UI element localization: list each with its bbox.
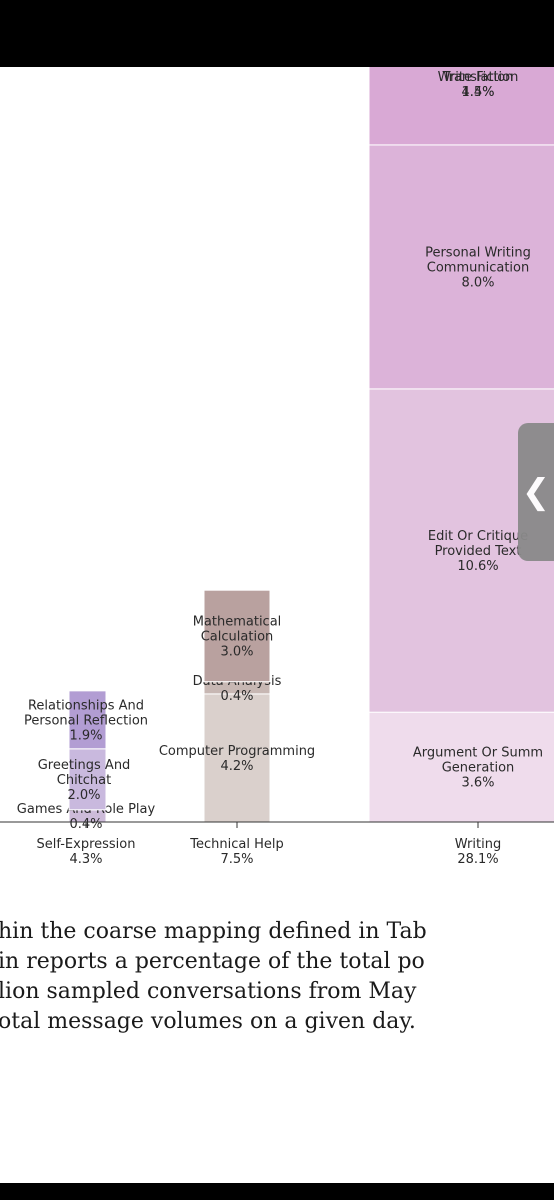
axis-tick-label-line: Technical Help	[189, 837, 283, 852]
caption-line: in reports a percentage of the total po	[0, 949, 425, 974]
segment-label-line: Write Fiction	[438, 70, 519, 85]
segment-label-line: 2.0%	[67, 788, 100, 803]
segment-label-line: Mathematical	[193, 614, 282, 629]
segment-label: Write Fiction 1.4%	[438, 70, 519, 100]
segment-label: Personal Writing Communication 8.0%	[425, 245, 531, 290]
bar-segment	[203, 589, 271, 683]
bar-segment	[203, 693, 271, 823]
segment-label-line: 3.0%	[220, 644, 253, 659]
segment-label-line: Greetings And	[38, 758, 131, 773]
segment-label-line: Relationships And	[28, 698, 144, 713]
segment-label: Translation 4.5%	[442, 70, 514, 100]
segment-label-line: Personal Reflection	[24, 713, 148, 728]
segment-label-line: 0.4%	[220, 689, 253, 704]
segment-label-line: Generation	[442, 761, 515, 776]
figure-caption: hin the coarse mapping defined in Tab in…	[0, 917, 554, 1037]
segment-label: Edit Or Critique Provided Text 10.6%	[428, 529, 528, 574]
segment-label: Mathematical Calculation 3.0%	[193, 614, 282, 659]
segment-label-line: 10.6%	[457, 559, 498, 574]
segment-label-line: Translation	[442, 70, 514, 85]
bar-segment	[368, 711, 554, 823]
status-bar	[0, 0, 554, 67]
axis-tick-label: Technical Help 7.5%	[189, 837, 283, 867]
segment-label-line: Computer Programming	[159, 744, 315, 759]
chevron-left-icon: ❮	[521, 472, 551, 512]
segment-label: Relationships And Personal Reflection 1.9%	[24, 698, 148, 743]
segment-label-line: Personal Writing	[425, 245, 531, 260]
segment-label-line: 3.6%	[461, 776, 494, 791]
caption-line: otal message volumes on a given day.	[0, 1009, 416, 1034]
segment-label: Greetings And Chitchat 2.0%	[38, 758, 131, 803]
segment-label: Argument Or Summ Generation 3.6%	[413, 746, 543, 791]
segment-label-line: 1.9%	[69, 728, 102, 743]
segment-label-line: Provided Text	[435, 544, 522, 559]
segment-label-line: 4.2%	[220, 759, 253, 774]
caption-line: lion sampled conversations from May	[0, 979, 417, 1004]
axis-tick-label-line: Self-Expression	[37, 837, 136, 852]
bar-segment	[68, 690, 107, 750]
segment-label-line: Edit Or Critique	[428, 529, 528, 544]
caption-line: hin the coarse mapping defined in Tab	[0, 919, 427, 944]
segment-label-line: Calculation	[201, 629, 274, 644]
bar-segment	[368, 67, 554, 146]
segment-label-line: Chitchat	[57, 773, 111, 788]
segment-label-line: Communication	[427, 260, 529, 275]
axis-tick-label-line: 28.1%	[457, 852, 498, 867]
axis-tick-label-line: 7.5%	[220, 852, 253, 867]
segment-label-line: 1.4%	[461, 85, 494, 100]
segment-label-line: 4.5%	[461, 85, 494, 100]
axis-tick-label-line: 4.3%	[69, 852, 102, 867]
navigation-bar	[0, 1183, 554, 1200]
segment-label-line: Argument Or Summ	[413, 746, 543, 761]
bar-segment	[368, 144, 554, 390]
segment-label-line: 8.0%	[461, 275, 494, 290]
axis-tick-label: Writing 28.1%	[455, 837, 501, 867]
axis-tick-label: Self-Expression 4.3%	[37, 837, 136, 867]
axis-tick-label-line: Writing	[455, 837, 501, 852]
side-panel-handle[interactable]: ❮	[518, 423, 554, 561]
segment-label: Computer Programming 4.2%	[159, 744, 315, 774]
